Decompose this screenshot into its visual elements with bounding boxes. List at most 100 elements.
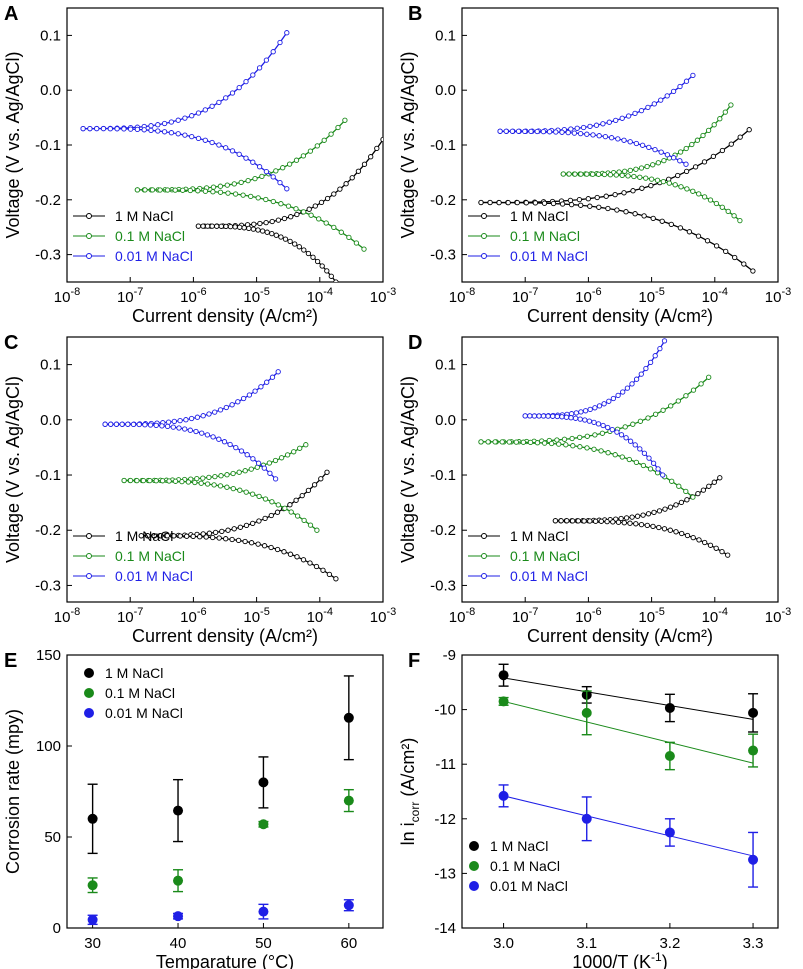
data-point [108, 421, 114, 427]
data-point [236, 151, 242, 157]
data-point [250, 456, 256, 462]
data-point [581, 518, 587, 524]
data-point [188, 415, 195, 422]
data-point [637, 446, 643, 452]
legend-marker [481, 253, 487, 259]
data-point [291, 449, 297, 455]
legend-entry: 1 M NaCl [105, 665, 163, 681]
data-point [596, 204, 602, 210]
data-point [587, 203, 593, 209]
legend-marker [84, 688, 94, 698]
x-tick-label: 60 [340, 935, 357, 952]
legend-marker [86, 533, 92, 539]
data-point [159, 423, 165, 429]
data-point [210, 184, 217, 190]
plot-frame [461, 654, 779, 929]
data-point [125, 421, 131, 427]
data-point [147, 477, 153, 484]
data-point [664, 827, 675, 838]
data-point [229, 536, 235, 543]
data-point [678, 184, 684, 190]
legend-entry: 0.1 M NaCl [115, 548, 185, 564]
data-point [177, 533, 183, 539]
data-point [236, 84, 242, 91]
x-tick-label: 10-4 [307, 286, 333, 306]
data-point [541, 440, 548, 446]
x-tick-label: 10-3 [370, 606, 396, 626]
data-point [673, 502, 679, 508]
data-point [171, 418, 177, 425]
data-point [600, 422, 606, 429]
series-1-m-nacl [552, 475, 731, 558]
series-0-1-m-nacl [121, 442, 320, 533]
data-point [200, 413, 206, 419]
x-tick-label: 10-6 [180, 606, 206, 626]
data-point [256, 164, 263, 170]
data-point [312, 203, 318, 209]
data-point [683, 161, 689, 167]
data-point [223, 404, 229, 411]
data-point [731, 213, 737, 219]
data-point [246, 392, 253, 398]
x-tick-label: 10-7 [117, 286, 143, 306]
data-point [267, 470, 273, 476]
data-point [153, 422, 159, 429]
data-point [121, 126, 127, 132]
data-point [153, 478, 159, 484]
data-point [719, 548, 725, 555]
data-point [368, 154, 374, 160]
data-point [568, 415, 574, 421]
data-point [200, 531, 206, 537]
data-point [272, 476, 279, 482]
data-point [237, 524, 244, 530]
data-point [164, 187, 171, 193]
data-point [677, 83, 683, 90]
data-point [627, 167, 633, 174]
data-point [610, 519, 616, 525]
data-point [293, 157, 300, 163]
panel-f: 3.0 3.1 3.2 3.3 -9 -10 -11 -12 -13 -14 1000/T (K-1… [398, 647, 779, 969]
data-point [275, 217, 282, 223]
data-point [695, 233, 702, 239]
data-point [584, 131, 590, 137]
data-point [349, 175, 355, 181]
data-point [690, 534, 696, 541]
data-point [293, 497, 299, 503]
data-point [572, 415, 579, 421]
x-axis-title: Current density (A/cm²) [132, 626, 318, 646]
data-point [274, 509, 281, 515]
data-point [514, 199, 520, 206]
data-point [571, 130, 578, 136]
data-point [624, 385, 631, 391]
y-tick-label: 0.1 [40, 27, 61, 44]
plot-frame [66, 336, 384, 603]
data-point [138, 533, 144, 539]
data-point [578, 202, 584, 208]
x-tick-label: 10-6 [575, 286, 601, 306]
data-point [300, 557, 307, 563]
data-point [613, 172, 619, 178]
data-point [176, 425, 182, 431]
data-point [361, 246, 367, 252]
data-point [668, 221, 674, 228]
panel-a: 10-8 10-7 10-6 10-5 10-4 10-3 0.1 0.0 -0.1 -0.2 -0… [3, 3, 396, 326]
data-point [513, 439, 519, 445]
data-point [293, 206, 299, 212]
data-point [173, 805, 184, 816]
data-point [233, 444, 239, 451]
data-point [626, 456, 632, 463]
x-tick-label: 10-6 [575, 606, 601, 626]
data-point [564, 518, 570, 524]
data-point [684, 186, 690, 192]
data-point [300, 153, 307, 159]
data-point [573, 410, 579, 416]
data-point [206, 474, 212, 481]
series-1-m-nacl [138, 469, 339, 582]
data-point [548, 440, 555, 447]
data-point [700, 132, 706, 139]
data-point [318, 476, 324, 482]
x-tick-label: 10-4 [702, 286, 728, 306]
data-point [532, 200, 539, 206]
data-point [565, 129, 571, 136]
data-point [592, 405, 598, 411]
